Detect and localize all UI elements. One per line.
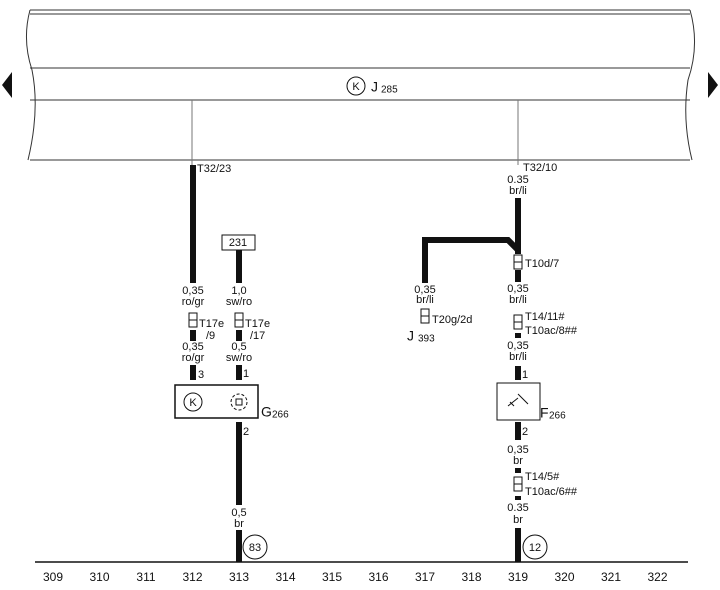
wire-size: 0,35 — [182, 285, 203, 297]
ground-number: 83 — [249, 542, 261, 554]
sensor-name: G — [261, 404, 272, 420]
wire-size: 0,35 — [414, 284, 435, 296]
connector-label: T17e — [245, 318, 270, 330]
scale-number: 312 — [182, 570, 202, 584]
pin: 2 — [522, 426, 528, 438]
unit-index: 285 — [381, 85, 398, 96]
ground-ring — [242, 534, 268, 560]
wire-color: sw/ro — [226, 296, 252, 308]
unit-symbol-ring — [346, 76, 366, 96]
switch-index: 266 — [549, 411, 566, 422]
unit-name: J — [371, 79, 378, 95]
scale-number: 319 — [508, 570, 528, 584]
scale-number: 309 — [43, 570, 63, 584]
sensor-box — [174, 384, 259, 419]
wire-size: 0.35 — [507, 174, 528, 186]
pin: 1 — [243, 368, 249, 380]
wire-color: ro/gr — [182, 296, 205, 308]
module-name: J — [407, 328, 414, 344]
terminal: T32/10 — [523, 162, 557, 174]
scale-number: 318 — [461, 570, 481, 584]
scale-number: 315 — [322, 570, 342, 584]
wire-size: 1,0 — [231, 285, 246, 297]
wire-color: ro/gr — [182, 352, 205, 364]
connector-label: T17e — [199, 318, 224, 330]
ground-ring — [522, 534, 548, 560]
connector-pin-label: /9 — [206, 330, 215, 342]
wire-color: br — [513, 455, 523, 467]
wire-size: 0,35 — [507, 340, 528, 352]
wire-color: br/li — [509, 185, 527, 197]
wire-size: 0,35 — [507, 444, 528, 456]
switch-symbol — [507, 393, 529, 407]
arrow-left — [2, 72, 12, 98]
source: 231 — [229, 237, 247, 249]
switch-name: F — [540, 405, 549, 421]
connector-label: T10ac/6## — [525, 486, 578, 498]
sensor-output-mark — [235, 398, 243, 406]
pin: 3 — [198, 369, 204, 381]
sensor-output-ring — [230, 393, 248, 411]
wire-color: br/li — [416, 294, 434, 306]
pin: 1 — [522, 369, 528, 381]
source-box — [221, 234, 256, 251]
thin-leads — [191, 100, 519, 165]
scale-number: 322 — [647, 570, 667, 584]
ground-number: 12 — [529, 542, 541, 554]
wire-size: 0,35 — [182, 341, 203, 353]
connector-label: T20g/2d — [432, 314, 472, 326]
wire-color: br/li — [509, 351, 527, 363]
wire-color: br/li — [509, 294, 527, 306]
wire-color: br — [513, 514, 523, 526]
arrow-right — [708, 72, 718, 98]
wire-size: 0,5 — [231, 507, 246, 519]
scale-number: 313 — [229, 570, 249, 584]
wire-size: 0.35 — [507, 502, 528, 514]
wire-size: 0,5 — [231, 341, 246, 353]
terminal: T32/23 — [197, 163, 231, 175]
scale-number: 311 — [136, 570, 155, 584]
unit-symbol: K — [352, 81, 360, 93]
scale-number: 316 — [368, 570, 388, 584]
connector-label: T10d/7 — [525, 258, 559, 270]
scale-number: 314 — [275, 570, 295, 584]
wire-color: sw/ro — [226, 352, 252, 364]
module-index: 393 — [418, 334, 435, 345]
pin: 2 — [243, 426, 249, 438]
connector-label: T14/5# — [525, 471, 560, 483]
sensor-index: 266 — [272, 410, 289, 421]
scale-number: 310 — [89, 570, 109, 584]
sensor-symbol-ring — [183, 392, 203, 412]
scale-number: 321 — [601, 570, 621, 584]
wire-size: 0,35 — [507, 283, 528, 295]
scale-number: 320 — [554, 570, 574, 584]
connector-label: T14/11# — [525, 311, 565, 323]
switch-box — [496, 382, 541, 421]
wire-color: br — [234, 518, 244, 530]
scale-number: 317 — [415, 570, 435, 584]
connector-label: T10ac/8## — [525, 325, 578, 337]
control-unit-frame — [26, 9, 696, 161]
sensor-symbol: K — [189, 397, 197, 409]
connector-pin-label: /17 — [250, 330, 265, 342]
